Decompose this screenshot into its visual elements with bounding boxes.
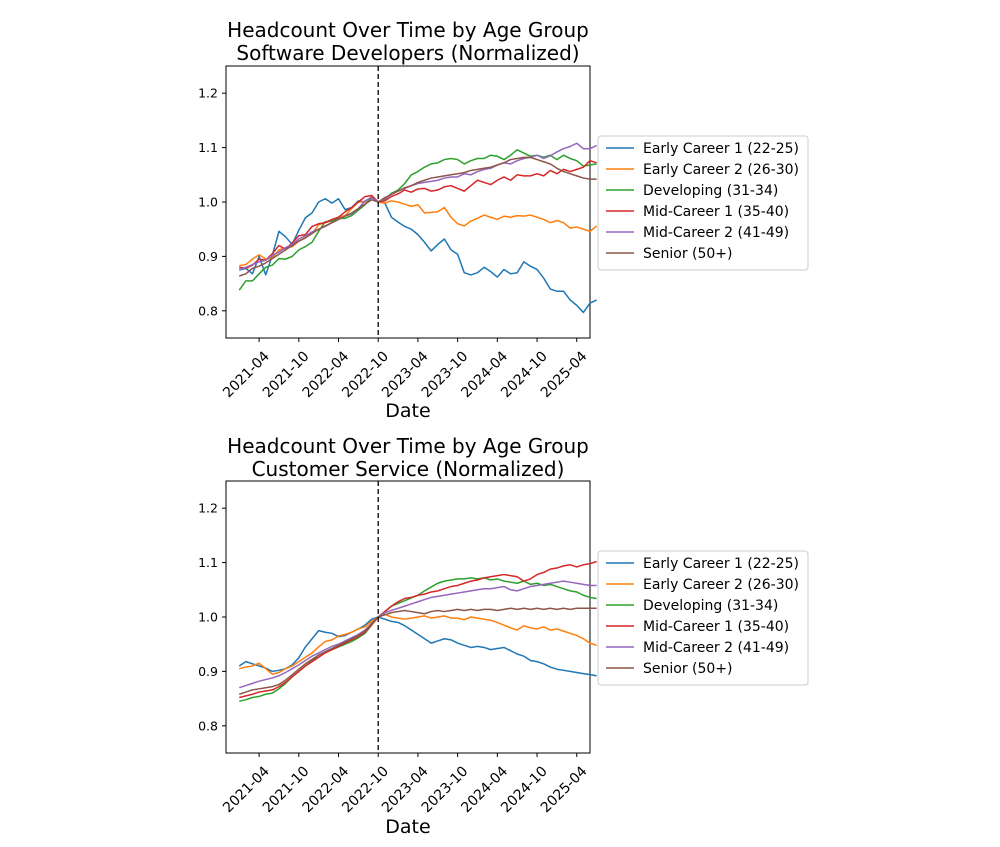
- x-axis-label: Date: [385, 400, 430, 422]
- series-lines: [238, 142, 598, 314]
- legend: Early Career 1 (22-25) Early Career 2 (26…: [597, 550, 809, 686]
- chart-title-line-1: Headcount Over Time by Age Group: [227, 434, 589, 458]
- series-line: [239, 142, 597, 271]
- y-tick-label: 1.0: [198, 195, 218, 210]
- legend-label: Early Career 2 (26-30): [643, 577, 799, 593]
- series-line: [239, 580, 597, 689]
- legend-label: Mid-Career 1 (35-40): [643, 204, 789, 220]
- chart-title-line-2: Software Developers (Normalized): [236, 41, 579, 65]
- legend-label: Developing (31-34): [643, 183, 778, 199]
- legend-box: [597, 550, 809, 686]
- legend-label: Senior (50+): [643, 246, 733, 262]
- series-line: [239, 607, 597, 695]
- legend-label: Early Career 1 (22-25): [643, 556, 799, 572]
- y-tick-label: 0.9: [198, 664, 218, 679]
- legend-label: Mid-Career 1 (35-40): [643, 619, 789, 635]
- y-tick-label: 1.2: [198, 501, 218, 516]
- legend: Early Career 1 (22-25) Early Career 2 (26…: [597, 135, 809, 271]
- series-lines: [238, 560, 597, 703]
- legend-label: Early Career 2 (26-30): [643, 162, 799, 178]
- series-line: [239, 613, 597, 675]
- x-axis-label: Date: [385, 816, 430, 838]
- y-axis: 0.8 0.9 1.0 1.1 1.2: [198, 86, 226, 318]
- series-line: [239, 159, 597, 270]
- y-tick-label: 1.2: [198, 86, 218, 101]
- y-tick-label: 0.8: [198, 303, 218, 318]
- y-axis: 0.8 0.9 1.0 1.1 1.2: [198, 501, 226, 733]
- series-line: [239, 560, 597, 699]
- series-line: [238, 616, 597, 677]
- legend-label: Developing (31-34): [643, 598, 778, 614]
- legend-label: Early Career 1 (22-25): [643, 141, 799, 157]
- y-tick-label: 1.1: [198, 555, 218, 570]
- series-line: [239, 195, 597, 314]
- legend-label: Mid-Career 2 (41-49): [643, 640, 789, 656]
- legend-label: Mid-Career 2 (41-49): [643, 225, 789, 241]
- chart-title-line-2: Customer Service (Normalized): [252, 457, 565, 481]
- legend-label: Senior (50+): [643, 661, 733, 677]
- legend-box: [597, 135, 809, 271]
- y-tick-label: 1.0: [198, 610, 218, 625]
- series-line: [239, 156, 597, 277]
- y-tick-label: 0.8: [198, 718, 218, 733]
- y-tick-label: 1.1: [198, 140, 218, 155]
- chart-title-line-1: Headcount Over Time by Age Group: [227, 18, 589, 42]
- y-tick-label: 0.9: [198, 249, 218, 264]
